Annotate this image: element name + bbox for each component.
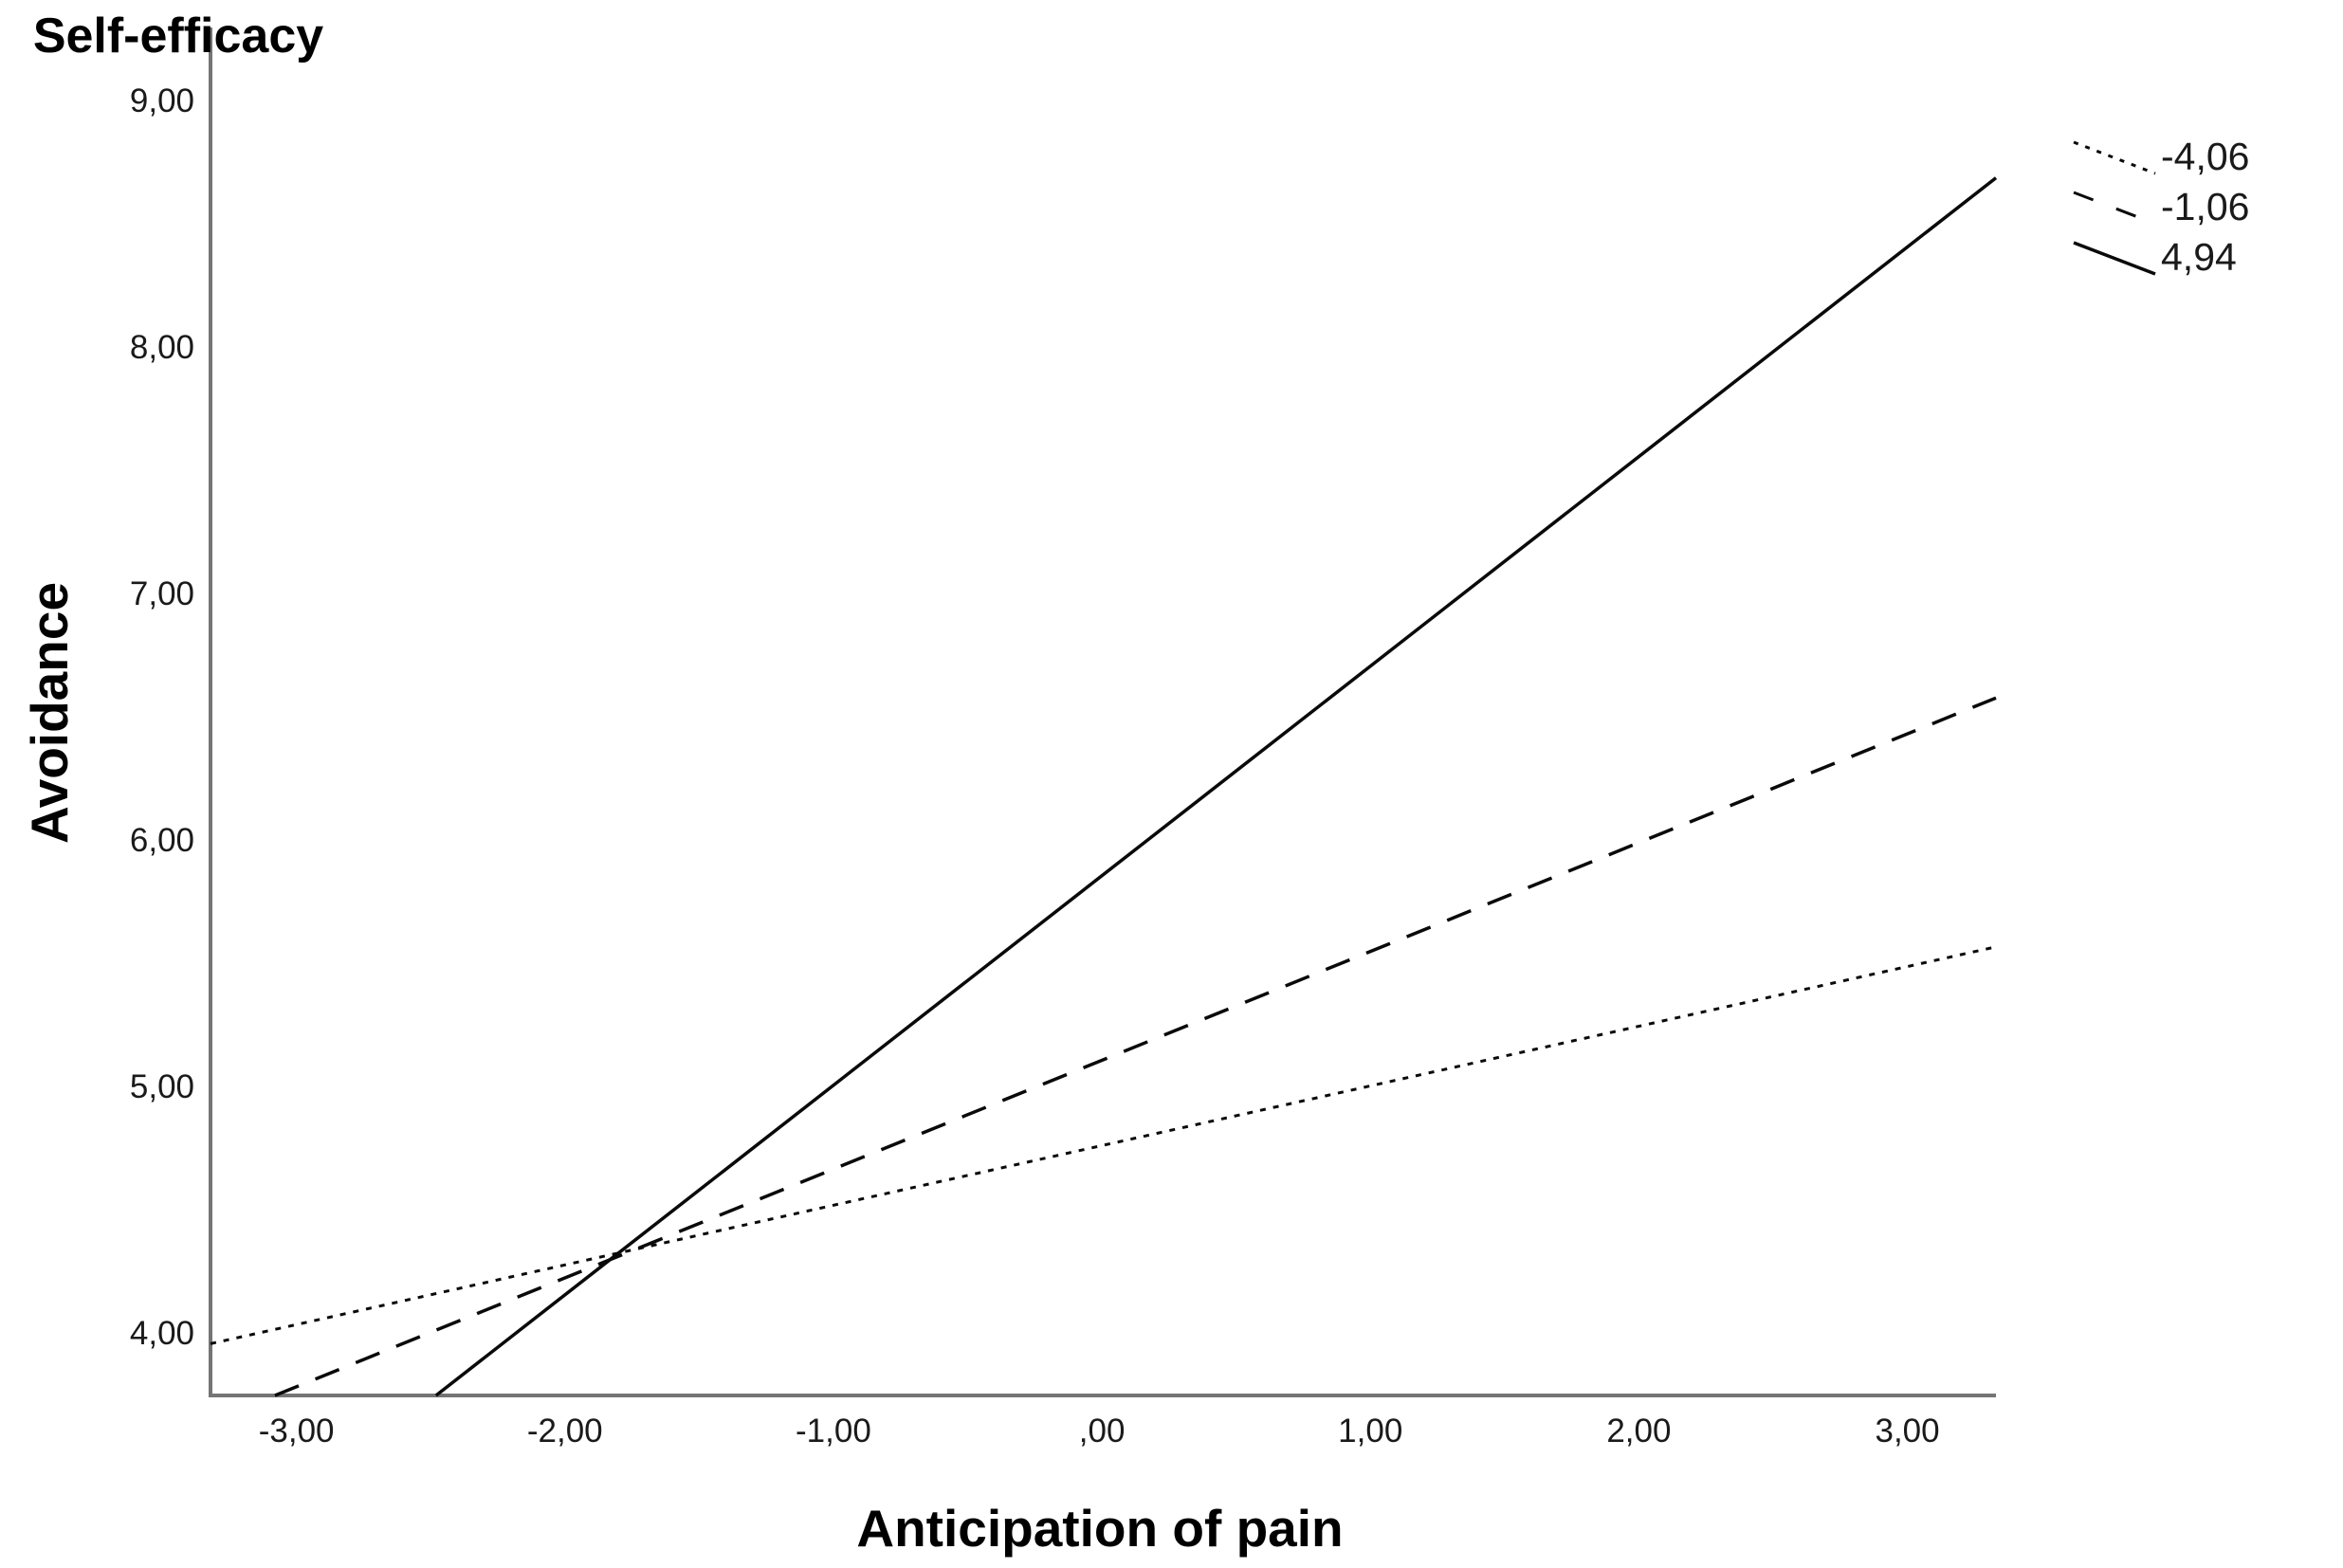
x-tick-label: 1,00 bbox=[1338, 1413, 1403, 1449]
dotted-line-sample bbox=[2073, 140, 2156, 175]
x-tick-label: -3,00 bbox=[258, 1413, 335, 1449]
legend-label-solid: 4,94 bbox=[2161, 235, 2237, 279]
y-tick-label: 7,00 bbox=[129, 575, 194, 612]
y-tick-label: 6,00 bbox=[129, 822, 194, 859]
x-tick-label: -2,00 bbox=[526, 1413, 603, 1449]
series-line-dotted bbox=[210, 945, 1997, 1345]
legend-title: Self-efficacy bbox=[32, 9, 324, 64]
legend-label-dashed: -1,06 bbox=[2161, 185, 2250, 228]
dashed-line-sample bbox=[2073, 191, 2156, 226]
legend-swatch-solid-line bbox=[2073, 241, 2156, 276]
y-tick-label: 4,00 bbox=[129, 1315, 194, 1352]
series-line-solid bbox=[434, 176, 1998, 1397]
y-axis-title: Avoidance bbox=[20, 581, 79, 845]
y-tick-label: 5,00 bbox=[129, 1068, 194, 1105]
x-tick-label: -1,00 bbox=[796, 1413, 871, 1449]
solid-line-sample bbox=[2073, 241, 2156, 276]
legend-swatch-dotted-line bbox=[2073, 140, 2156, 175]
legend-label-dotted: -4,06 bbox=[2161, 135, 2250, 178]
x-tick-label: 3,00 bbox=[1875, 1413, 1940, 1449]
series-line-dashed bbox=[274, 696, 1997, 1397]
x-axis-title: Anticipation of pain bbox=[856, 1499, 1344, 1558]
legend-swatch-dashed-line bbox=[2073, 191, 2156, 226]
x-tick-label: 2,00 bbox=[1606, 1413, 1672, 1449]
y-tick-label: 8,00 bbox=[129, 329, 194, 366]
y-tick-label: 9,00 bbox=[129, 82, 194, 119]
x-tick-label: ,00 bbox=[1078, 1413, 1126, 1449]
